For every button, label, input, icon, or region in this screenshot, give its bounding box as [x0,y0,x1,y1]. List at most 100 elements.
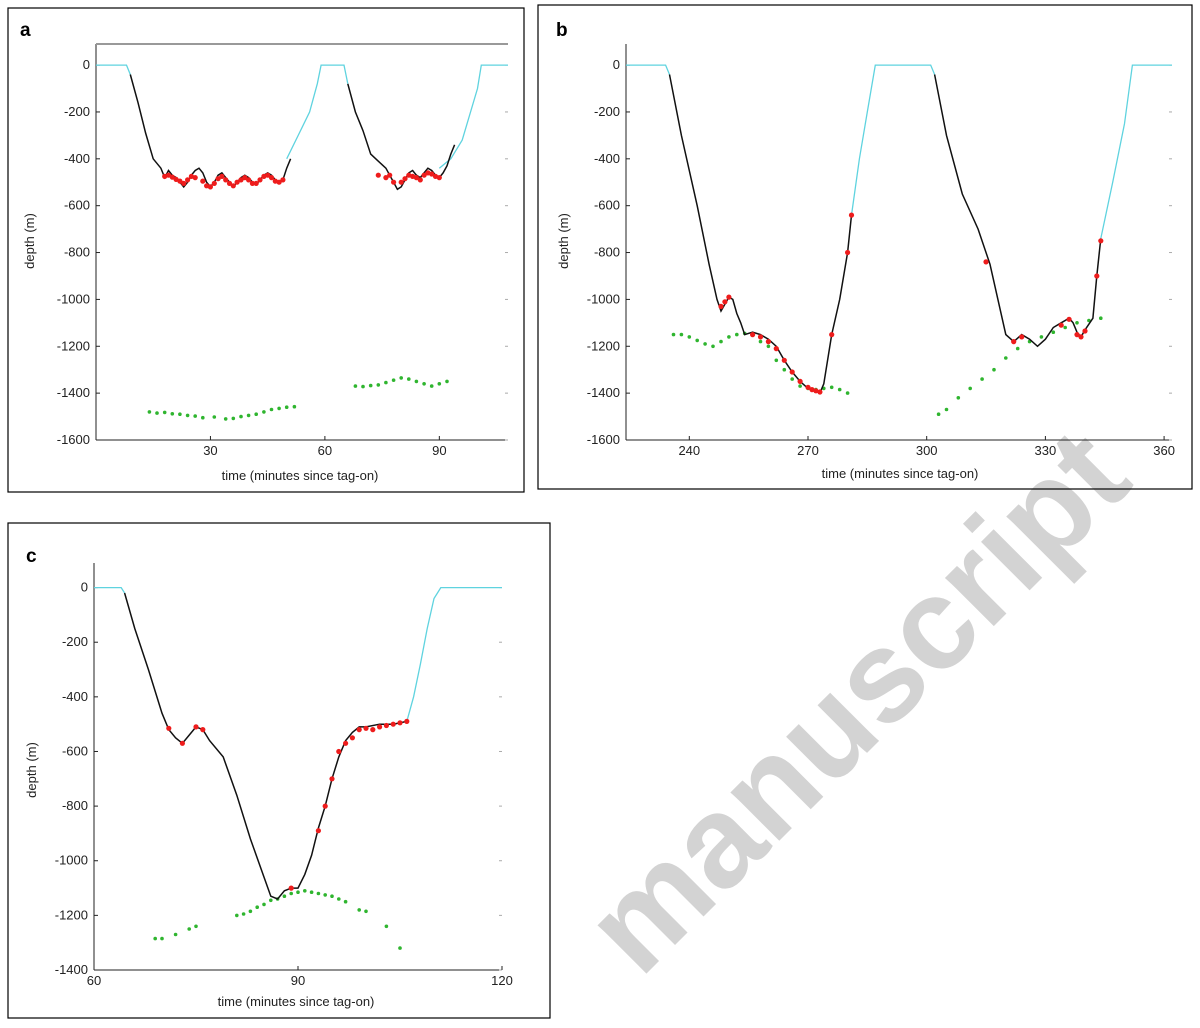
seafloor-point [429,384,434,388]
buzz-point [226,180,233,186]
seafloor-point [241,912,246,916]
x-axis-label: time (minutes since tag-on) [222,468,379,483]
buzz-point [356,727,362,733]
buzz-point [363,725,369,731]
x-tick-label: 90 [291,973,305,988]
seafloor-point [384,380,388,385]
plot-area: 0 -200 -400 -600 -800 -1000 -1200 -1400 -1600 30 6… [57,43,508,458]
seafloor-point [155,411,159,415]
seafloor-point [277,406,281,411]
seafloor-point [758,339,763,344]
buzz-point [390,721,396,727]
buzz-point [193,724,199,730]
seafloor-point [829,385,834,390]
y-tick-label: -1200 [55,907,88,922]
y-tick-label: -1400 [55,962,88,977]
seafloor-point [231,416,236,421]
buzz-point [192,175,198,181]
buzz-point [726,294,732,300]
buzz-point [1074,332,1080,338]
buzz-point [398,179,404,185]
seafloor-point [445,379,449,384]
seafloor-point [437,382,442,386]
y-tick-label: -200 [62,634,88,649]
seafloor-point [337,897,341,901]
x-tick-label: 270 [797,443,819,458]
y-axis-label: depth (m) [556,213,571,269]
seafloor-point [147,410,152,414]
buzz-point [179,740,185,746]
dive-track-line [129,74,292,189]
seafloor-point [711,344,715,349]
buzz-point [223,177,229,183]
buzz-point [1011,339,1017,345]
plot-area: 0 -200 -400 -600 -800 -1000 -1200 -1400 -1600 240… [587,44,1175,458]
seafloor-point [687,335,692,339]
y-tick-label: -1600 [57,432,90,447]
panel-label: a [20,20,31,41]
seafloor-point [1051,330,1056,335]
y-tick-label: -400 [62,689,88,704]
buzz-point [809,387,815,393]
seafloor-point [391,378,396,383]
dive-track-line [123,592,407,900]
seafloor-point [246,413,251,418]
y-tick-label: -400 [594,151,620,166]
seafloor-point [845,391,850,395]
seafloor-point [357,908,362,912]
seafloor-point [223,417,228,421]
buzz-point [773,346,779,352]
seafloor-point [262,902,266,907]
y-tick-label: -1000 [57,291,90,306]
seafloor-point [178,412,182,417]
buzz-point [211,180,217,186]
buzz-point [429,171,435,177]
buzz-point [166,725,172,731]
buzz-point [413,175,419,181]
buzz-point [402,176,408,182]
seafloor-point [160,936,164,941]
buzz-point [215,176,221,182]
dive-track-line [933,74,1102,348]
seafloor-point [282,894,287,898]
buzz-point [383,722,389,729]
seafloor-point [254,412,258,417]
buzz-point [1098,238,1104,244]
seafloor-point [296,890,300,894]
buzz-point [265,172,271,178]
surface-track-line [850,64,936,216]
y-tick-label: 0 [613,57,620,72]
seafloor-point [316,891,321,896]
seafloor-point [766,344,771,349]
buzz-point [349,735,355,741]
buzz-point [829,332,835,338]
surface-track-line [94,586,126,594]
buzz-point [257,177,263,183]
buzz-point [181,180,187,186]
seafloor-point [956,396,961,400]
seafloor-point [695,338,699,343]
buzz-point [322,803,328,809]
seafloor-point [936,412,941,417]
y-tick-label: -600 [594,198,620,213]
x-tick-label: 90 [432,443,446,458]
buzz-point [219,173,225,179]
buzz-point [280,177,286,183]
seafloor-point [162,410,167,415]
buzz-point [253,180,259,186]
buzz-point [185,177,191,183]
y-tick-label: -1000 [587,291,620,306]
y-tick-label: -800 [594,245,620,260]
buzz-point [750,332,756,338]
y-tick-label: -1000 [55,853,88,868]
buzz-point [387,172,393,178]
seafloor-point [992,367,996,372]
seafloor-point [1039,335,1044,339]
buzz-point [276,179,282,185]
buzz-point [1066,316,1072,322]
seafloor-point [1075,321,1079,325]
buzz-point [370,727,376,733]
buzz-point [417,177,423,183]
